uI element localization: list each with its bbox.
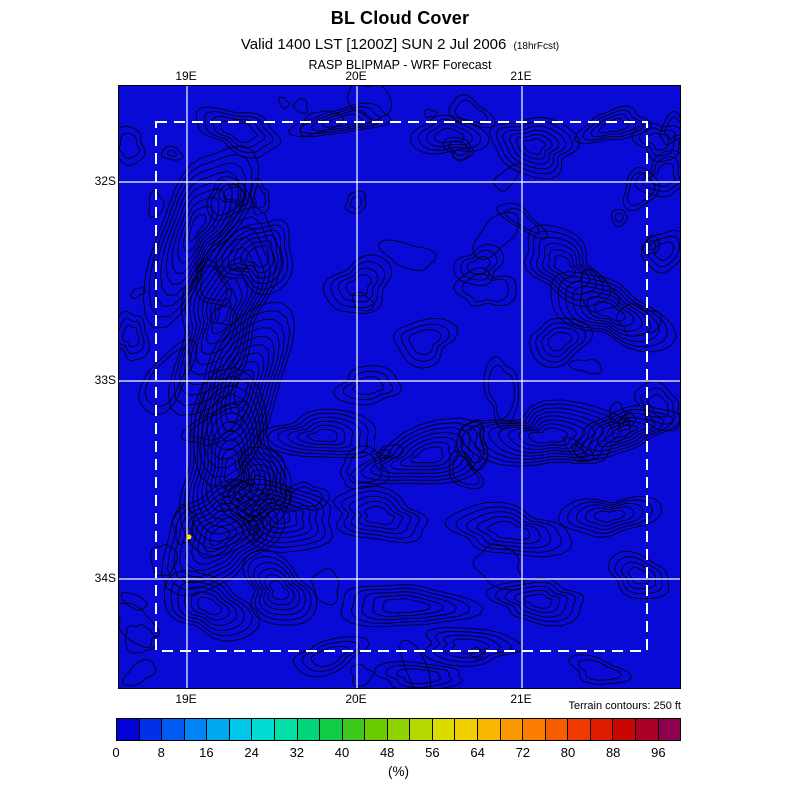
latlon-grid-layer bbox=[119, 86, 680, 688]
forecast-hour-note: (18hrFcst) bbox=[513, 41, 560, 52]
colorbar-cell bbox=[635, 719, 659, 740]
colorbar-cell bbox=[523, 719, 546, 740]
colorbar-cell bbox=[545, 719, 569, 740]
colorbar-tick-label: 0 bbox=[112, 745, 120, 760]
colorbar-tick-label: 72 bbox=[515, 745, 531, 760]
colorbar-cell bbox=[455, 719, 478, 740]
colorbar-tick-label: 88 bbox=[605, 745, 621, 760]
lon-label-19e-top: 19E bbox=[175, 69, 197, 83]
colorbar-tick-label: 48 bbox=[379, 745, 395, 760]
colorbar-cell bbox=[342, 719, 366, 740]
colorbar-tick-label: 56 bbox=[425, 745, 440, 760]
colorbar-cell bbox=[207, 719, 230, 740]
lon-label-20e-top: 20E bbox=[345, 69, 367, 83]
colorbar-cell bbox=[387, 719, 411, 740]
lon-label-21e-bottom: 21E bbox=[510, 692, 532, 706]
lon-label-19e-bottom: 19E bbox=[175, 692, 197, 706]
header: BL Cloud Cover Valid 1400 LST [1200Z] SU… bbox=[0, 8, 800, 72]
lat-label-32s: 32S bbox=[94, 174, 116, 188]
colorbar-tick-labels: 0 8 16 24 32 40 48 56 64 72 80 88 96 bbox=[112, 745, 681, 761]
colorbar-cell bbox=[162, 719, 185, 740]
model-source-line: RASP BLIPMAP - WRF Forecast bbox=[308, 58, 492, 72]
model-domain-box bbox=[155, 121, 648, 652]
colorbar-cell bbox=[297, 719, 321, 740]
colorbar-tick-label: 8 bbox=[157, 745, 165, 760]
site-marker bbox=[186, 534, 192, 540]
colorbar-tick-label: 24 bbox=[244, 745, 259, 760]
colorbar-cell bbox=[365, 719, 388, 740]
colorbar-cell bbox=[274, 719, 298, 740]
colorbar-tick-label: 64 bbox=[470, 745, 485, 760]
valid-time-line: Valid 1400 LST [1200Z] SUN 2 Jul 2006 (1… bbox=[0, 36, 800, 53]
colorbar-cell bbox=[500, 719, 524, 740]
colorbar-tick-label: 40 bbox=[334, 745, 350, 760]
colorbar-cell bbox=[139, 719, 163, 740]
colorbar-cell bbox=[252, 719, 275, 740]
terrain-contour-note: Terrain contours: 250 ft bbox=[568, 700, 681, 712]
colorbar-cell bbox=[590, 719, 614, 740]
colorbar-cell bbox=[432, 719, 456, 740]
lon-label-20e-bottom: 20E bbox=[345, 692, 367, 706]
colorbar bbox=[116, 718, 681, 741]
colorbar-cell bbox=[613, 719, 636, 740]
colorbar-cell bbox=[478, 719, 501, 740]
colorbar-cell bbox=[320, 719, 343, 740]
valid-time-text: Valid 1400 LST [1200Z] SUN 2 Jul 2006 bbox=[240, 36, 507, 53]
colorbar-cell bbox=[658, 719, 681, 740]
colorbar-cell bbox=[568, 719, 591, 740]
lat-label-33s: 33S bbox=[94, 373, 116, 387]
colorbar-cell bbox=[184, 719, 208, 740]
colorbar-tick-label: 80 bbox=[560, 745, 576, 760]
colorbar-cell bbox=[229, 719, 253, 740]
colorbar-tick-label: 32 bbox=[289, 745, 305, 760]
colorbar-tick-label: 16 bbox=[199, 745, 214, 760]
colorbar-cell bbox=[410, 719, 433, 740]
colorbar-cell bbox=[117, 719, 140, 740]
colorbar-unit-label: (%) bbox=[388, 764, 409, 779]
lon-label-21e-top: 21E bbox=[510, 69, 532, 83]
plot-title: BL Cloud Cover bbox=[330, 8, 470, 28]
terrain-contours-layer bbox=[119, 86, 680, 688]
colorbar-tick-label: 96 bbox=[651, 745, 666, 760]
forecast-map bbox=[118, 85, 681, 689]
lat-label-34s: 34S bbox=[94, 571, 116, 585]
